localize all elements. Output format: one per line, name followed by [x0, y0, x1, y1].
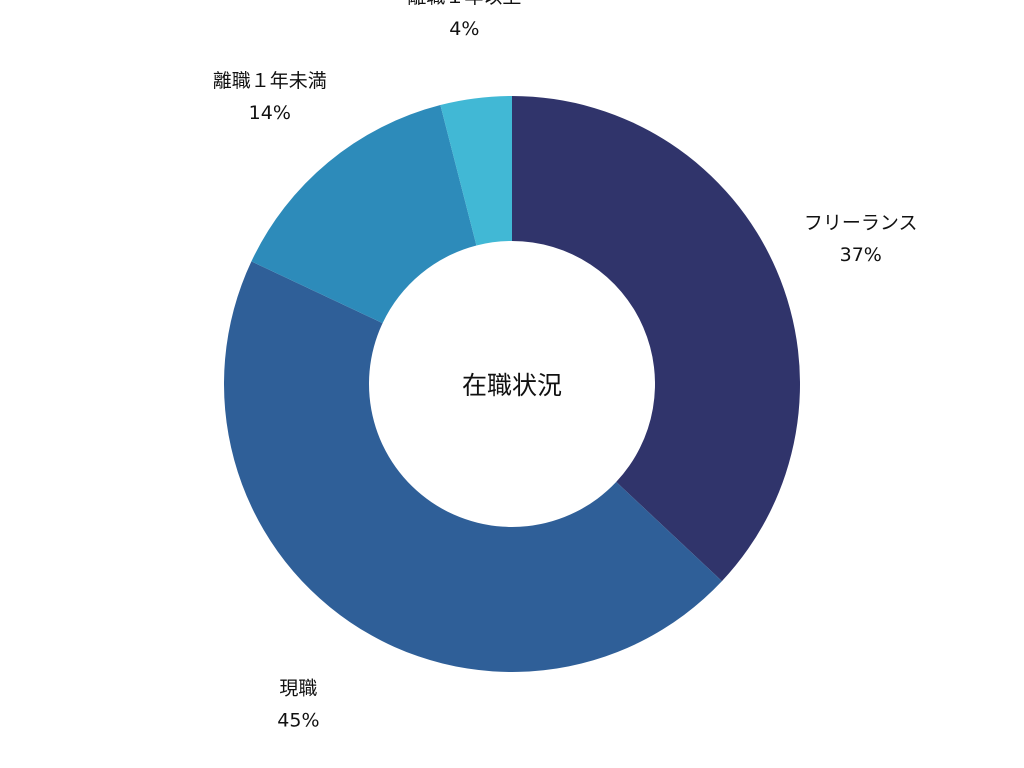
slice-3-value-label: 14% [249, 102, 291, 124]
slice-1-value-label: 37% [840, 244, 882, 266]
slice-2 [223, 261, 722, 672]
slice-2-value-label: 45% [277, 709, 319, 731]
slice-2-name-label: 現職 [279, 677, 317, 699]
slice-4-name-label: 離職１年以上 [407, 0, 521, 8]
slice-3-name-label: 離職１年未満 [213, 70, 327, 92]
center-label: 在職状況 [462, 371, 562, 400]
slice-3 [251, 105, 477, 324]
slice-4-value-label: 4% [449, 18, 479, 40]
slice-1-name-label: フリーランス [804, 212, 918, 234]
slice-1 [512, 96, 801, 582]
slice-group [223, 96, 801, 672]
slice-4 [440, 96, 512, 246]
label-group: フリーランス 37% 現職 45% 離職１年未満 14% 離職１年以上 4% [213, 0, 918, 731]
